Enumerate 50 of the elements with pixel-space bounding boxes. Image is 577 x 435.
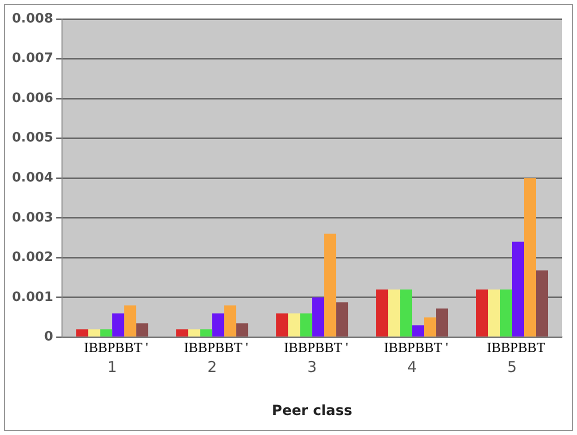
bar — [76, 329, 88, 336]
y-tick-label: 0.006 — [12, 90, 54, 106]
bar — [312, 297, 324, 336]
bar — [112, 313, 124, 336]
text: IBBPBBT — [486, 340, 546, 356]
bar — [436, 308, 448, 336]
bar — [388, 289, 400, 336]
bar — [276, 313, 288, 336]
bar — [176, 329, 188, 336]
x-tick-label: 4 — [407, 358, 417, 376]
x-tick-label: 3 — [307, 358, 317, 376]
bar — [100, 329, 112, 336]
bar — [324, 234, 336, 336]
text: IBBPBBT ' — [184, 340, 248, 356]
x-tick-label: 5 — [507, 358, 517, 376]
bar — [224, 305, 236, 336]
y-tick-label: 0.002 — [12, 250, 54, 266]
x-tick-label: 2 — [207, 358, 217, 376]
bar — [376, 289, 388, 336]
text: IBBPBBT ' — [384, 340, 448, 356]
y-tick-label: 0.007 — [12, 51, 54, 66]
x-tick-label: 1 — [107, 358, 117, 376]
bar — [124, 305, 136, 336]
bar — [88, 329, 100, 336]
bar — [412, 325, 424, 336]
bar — [288, 313, 300, 336]
bar — [188, 329, 200, 336]
x-axis-title: Peer class — [272, 403, 352, 420]
bar — [300, 313, 312, 336]
bar — [336, 302, 348, 336]
bar — [400, 289, 412, 336]
y-tick-label: 0.005 — [12, 130, 54, 146]
bar — [536, 270, 548, 336]
bar — [512, 242, 524, 336]
bar — [476, 289, 488, 336]
text: IBBPBBT ' — [284, 340, 348, 356]
bar — [524, 178, 536, 336]
y-tick-label: 0.001 — [12, 290, 54, 305]
bar — [212, 313, 224, 336]
bar — [424, 317, 436, 336]
bar — [236, 323, 248, 336]
bar — [488, 289, 500, 336]
y-tick-label: 0 — [44, 330, 54, 345]
y-tick-label: 0.008 — [12, 11, 54, 26]
y-tick-label: 0.004 — [12, 170, 54, 186]
text: IBBPBBT ' — [84, 340, 148, 356]
bar — [500, 289, 512, 336]
y-tick-label: 0.003 — [12, 210, 54, 226]
bar — [200, 329, 212, 336]
bar — [136, 323, 148, 336]
